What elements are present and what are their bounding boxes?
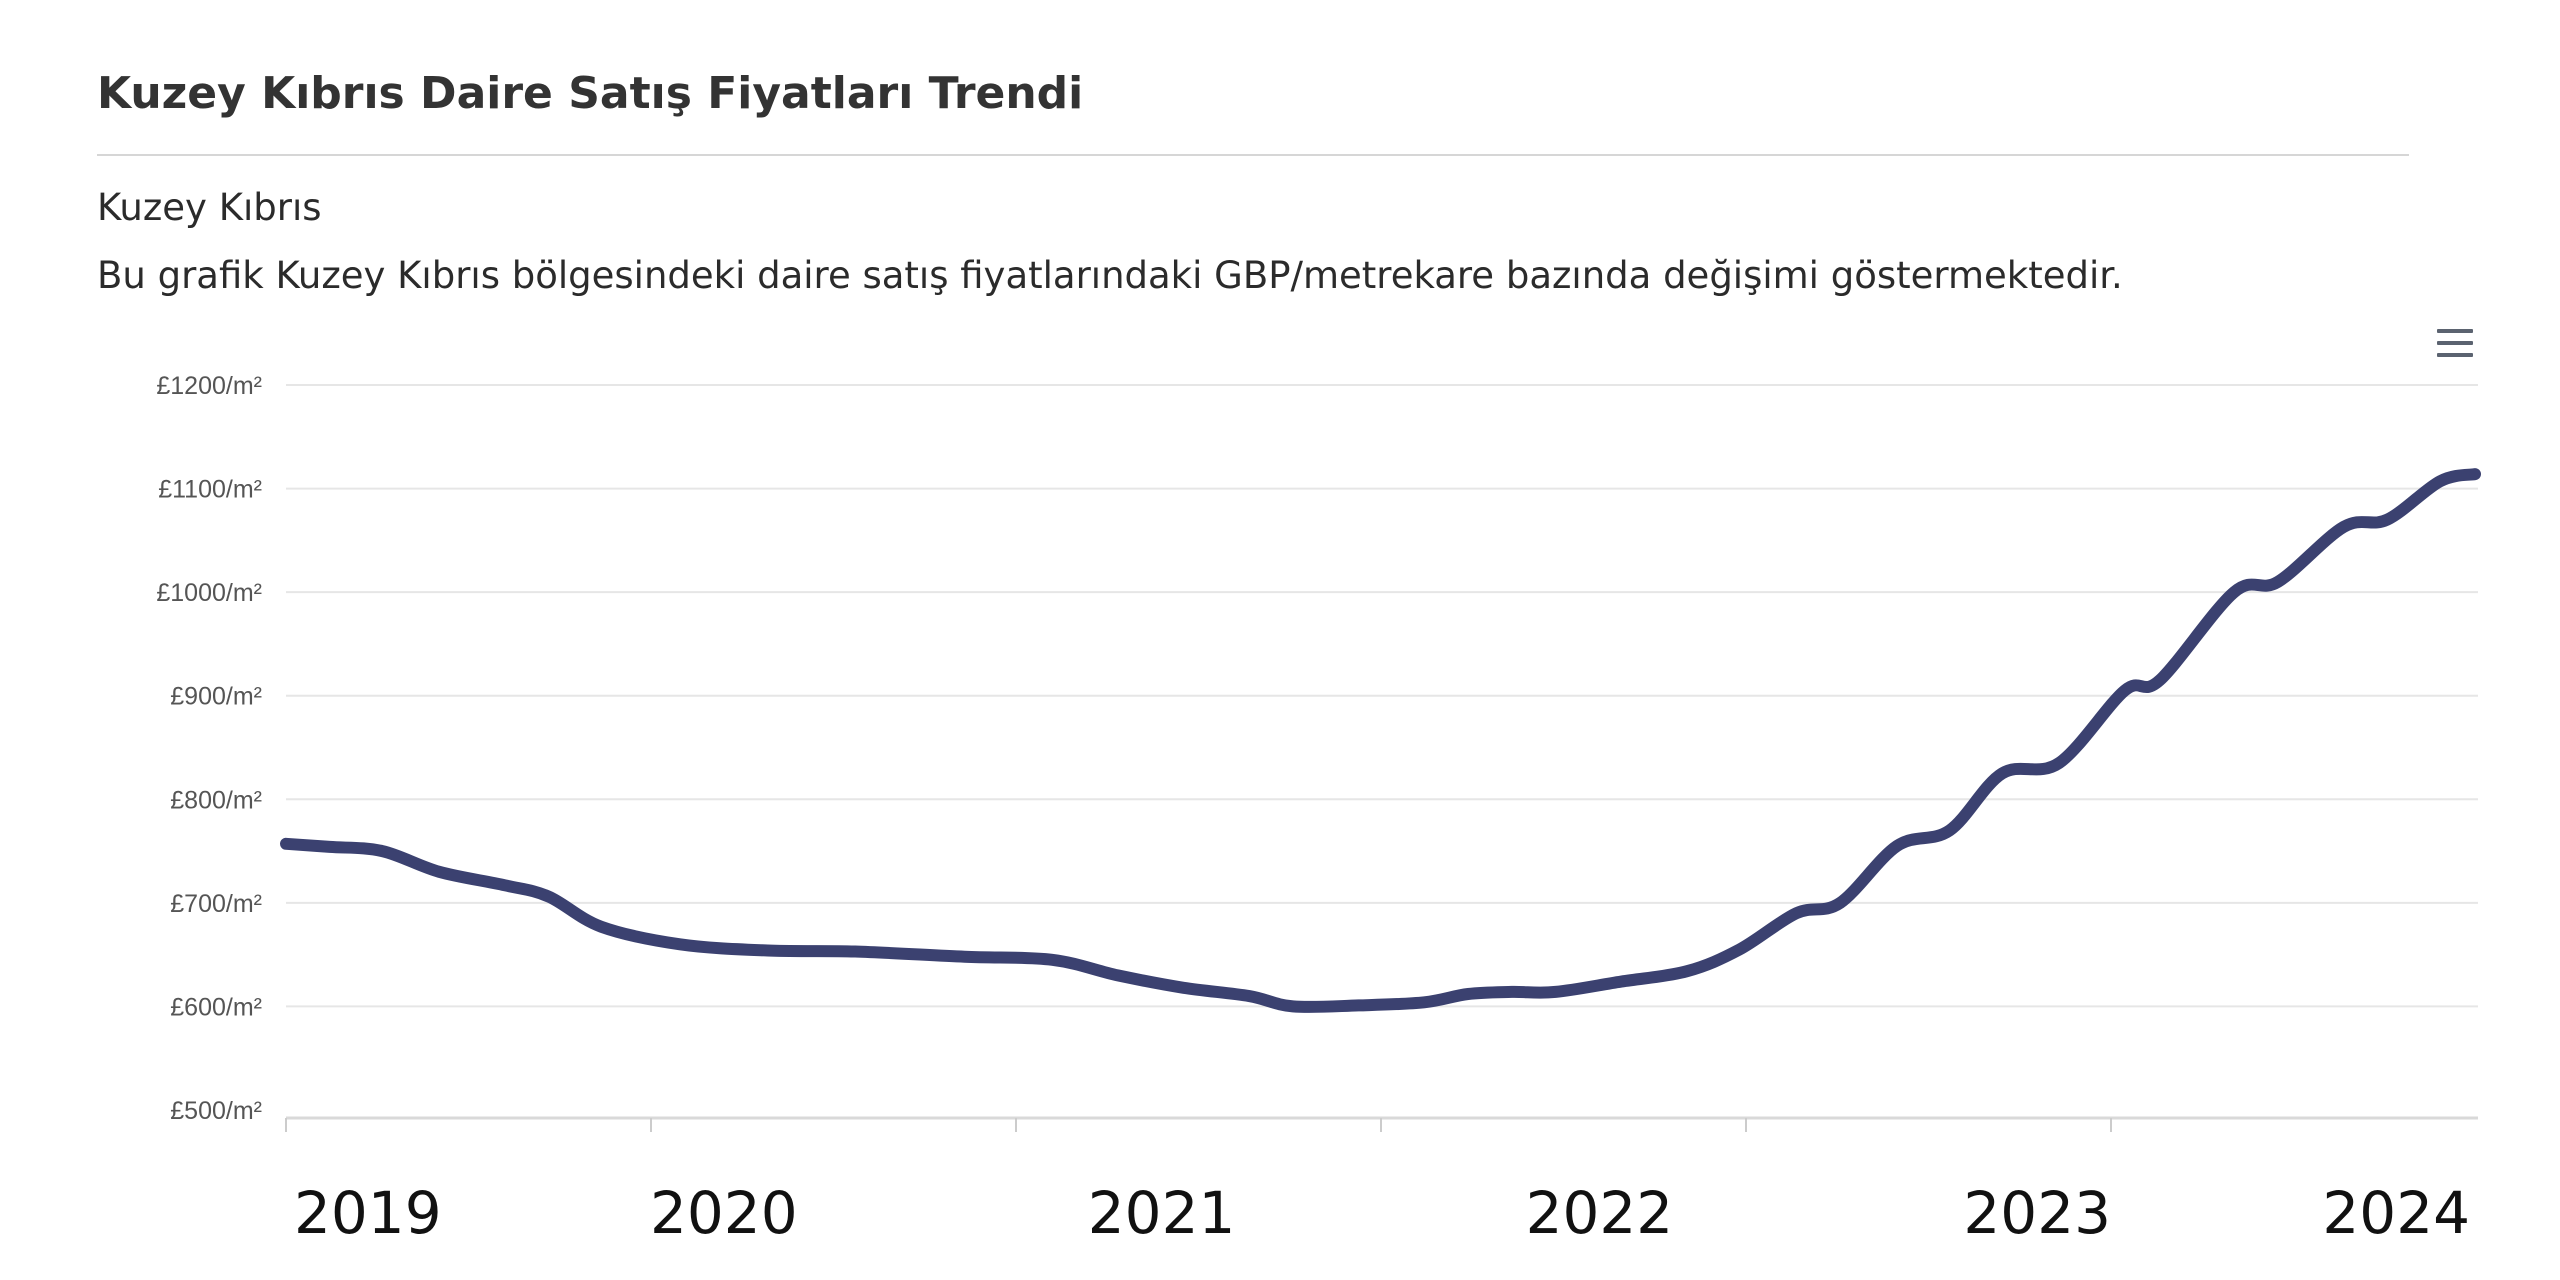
y-tick-label: £1200/m²: [156, 372, 262, 400]
price-series-line: [280, 468, 2481, 1014]
menu-bar-bottom: [2437, 353, 2473, 357]
y-tick-label: £800/m²: [170, 786, 262, 814]
x-tick-label: 2022: [1526, 1179, 1674, 1247]
x-tick-label: 2019: [294, 1179, 442, 1247]
region-label: Kuzey Kıbrıs: [97, 186, 322, 229]
hamburger-menu-icon[interactable]: [2433, 326, 2477, 360]
series-layer: [280, 468, 2481, 1014]
menu-bar-top: [2437, 329, 2473, 333]
x-axis: [285, 1116, 2478, 1132]
x-axis-labels: 2019 2020 2021 2022 2023 2024: [294, 1179, 2470, 1247]
y-tick-label: £1100/m²: [158, 476, 262, 504]
x-tick-label: 2020: [650, 1179, 798, 1247]
y-tick-label: £500/m²: [170, 1097, 262, 1125]
x-tick-label: 2024: [2322, 1179, 2470, 1247]
y-tick-label: £900/m²: [170, 683, 262, 711]
grid-lines: [286, 384, 2478, 1008]
y-tick-label: £600/m²: [170, 993, 262, 1021]
chart-description: Bu grafik Kuzey Kıbrıs bölgesindeki dair…: [97, 254, 2123, 297]
page-title: Kuzey Kıbrıs Daire Satış Fiyatları Trend…: [97, 68, 1084, 119]
y-tick-label: £1000/m²: [156, 579, 262, 607]
x-tick-label: 2021: [1088, 1179, 1236, 1247]
y-axis-labels: £500/m² £600/m² £700/m² £800/m² £900/m² £1000…: [156, 372, 262, 1125]
x-tick-label: 2023: [1963, 1179, 2111, 1247]
title-divider: [97, 154, 2409, 156]
y-tick-label: £700/m²: [170, 890, 262, 918]
menu-bar-middle: [2437, 341, 2473, 345]
